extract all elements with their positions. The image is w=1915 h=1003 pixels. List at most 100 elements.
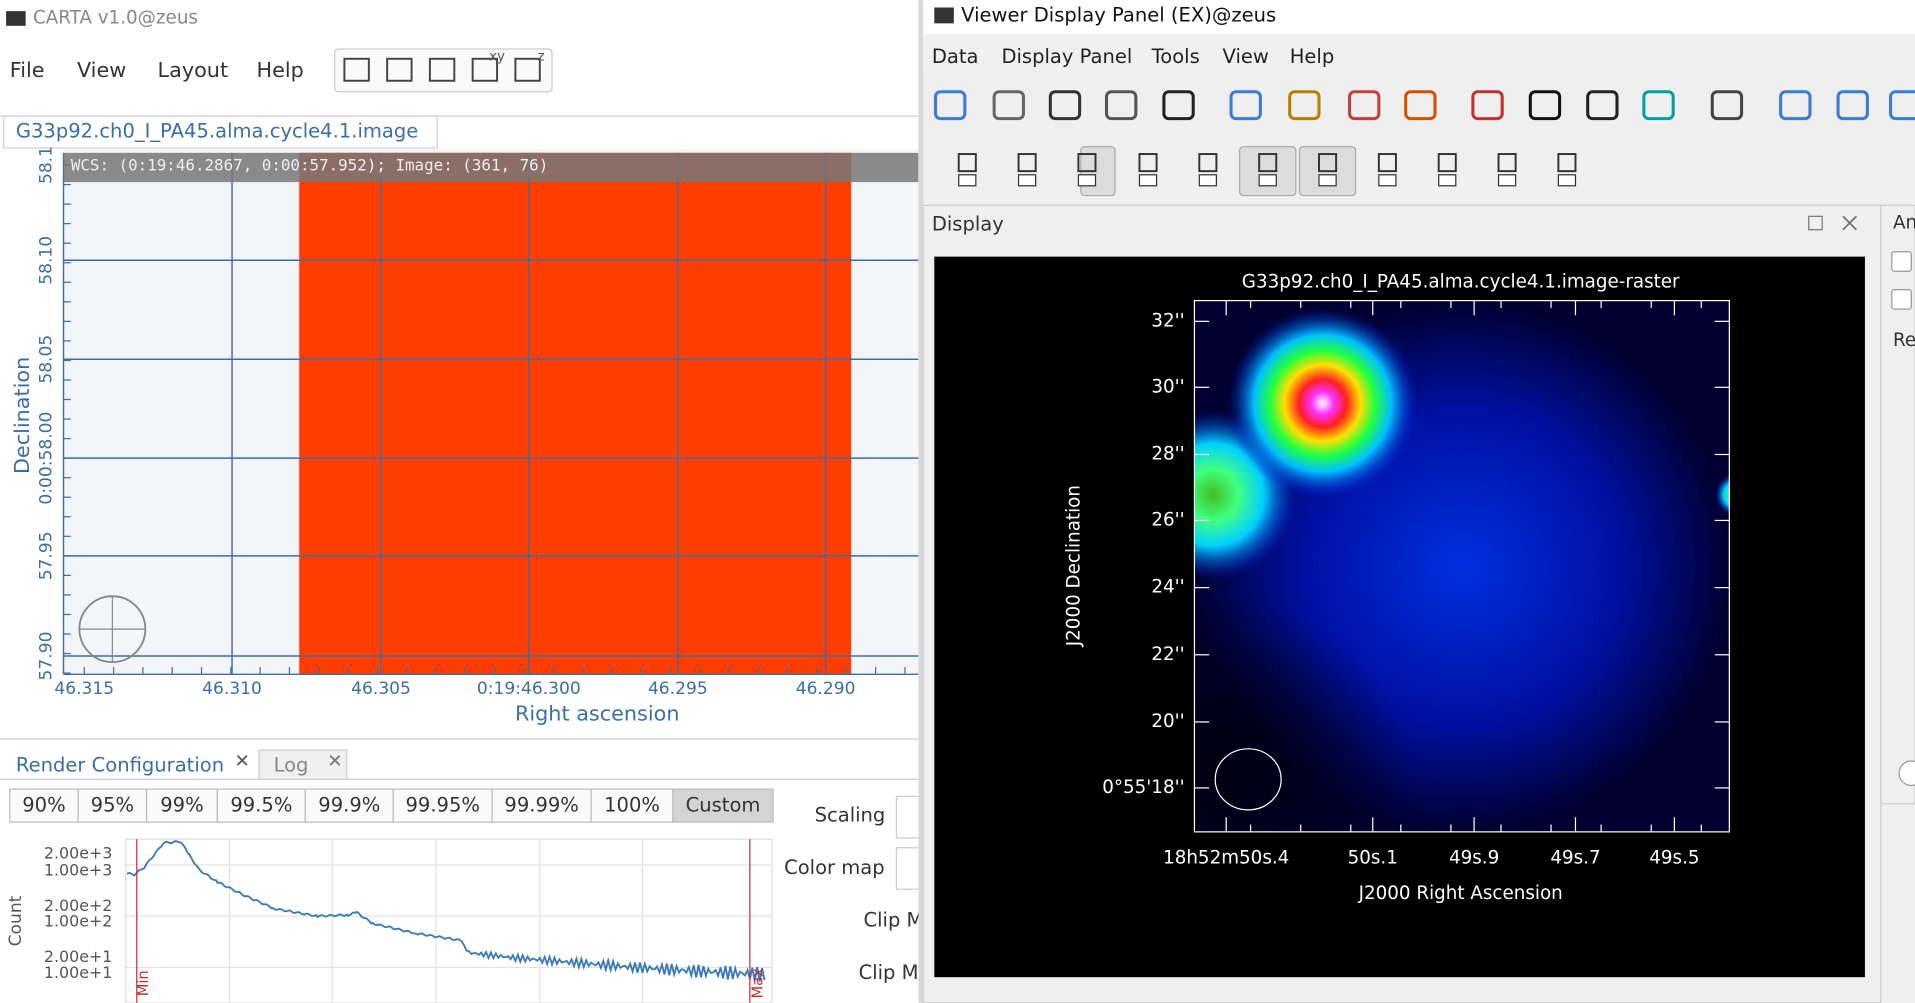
close-button[interactable] — [1842, 215, 1858, 231]
menu-item[interactable]: Help — [1290, 45, 1335, 68]
mouse-button-icon[interactable] — [1138, 174, 1158, 187]
radio[interactable] — [1898, 760, 1915, 787]
tool-icon[interactable] — [386, 57, 413, 82]
mouse-tool-icon[interactable] — [957, 153, 977, 173]
tab-label[interactable]: G33p92.ch0_I_PA45.alma.cycle4.1.image — [16, 120, 418, 143]
button-label[interactable]: 95% — [91, 794, 134, 817]
menu-item[interactable]: View — [77, 58, 126, 82]
percentile-button[interactable] — [590, 788, 674, 823]
tool-icon[interactable] — [1710, 90, 1744, 121]
tool-icon[interactable] — [1104, 90, 1138, 121]
mouse-tool-icon[interactable] — [1377, 153, 1397, 173]
source — [1227, 307, 1418, 499]
mouse-button-icon[interactable] — [1557, 174, 1577, 187]
mouse-tool-icon[interactable] — [1258, 153, 1278, 173]
mouse-button-icon[interactable] — [1497, 174, 1517, 187]
button-label[interactable]: 99.99% — [504, 794, 578, 817]
toolbar — [334, 48, 553, 93]
tool-icon[interactable] — [1162, 90, 1195, 121]
tab[interactable] — [3, 115, 438, 149]
mouse-tool-icon[interactable] — [1497, 153, 1517, 173]
button-label[interactable]: 99.95% — [405, 794, 479, 817]
tool-icon[interactable] — [1889, 90, 1915, 121]
app-icon — [934, 7, 954, 24]
x-tick-label: 46.290 — [796, 679, 856, 699]
tool-icon[interactable] — [343, 57, 370, 82]
menu-item[interactable]: Layout — [158, 58, 229, 82]
checkbox[interactable] — [1891, 251, 1912, 272]
mouse-button-icon[interactable] — [1258, 174, 1277, 187]
tool-icon[interactable] — [1836, 90, 1869, 121]
y-tick-label: 32'' — [1151, 310, 1184, 331]
tab-label[interactable]: Render Configuration — [16, 753, 224, 776]
percentile-button[interactable] — [77, 788, 148, 823]
menu-item[interactable]: Display Panel — [1001, 45, 1132, 68]
tab-close[interactable]: ✕ — [234, 751, 249, 772]
percentile-button[interactable] — [672, 788, 774, 823]
y-tick-label: 1.00e+1 — [44, 963, 112, 982]
tool-icon[interactable] — [1586, 90, 1619, 121]
menu-item[interactable]: Data — [932, 45, 979, 68]
mouse-tool-icon[interactable] — [1077, 153, 1097, 173]
mouse-tool-icon[interactable] — [1138, 153, 1158, 173]
mouse-button-icon[interactable] — [1318, 174, 1337, 187]
tool-icon[interactable] — [1404, 90, 1437, 121]
menu-item[interactable]: File — [10, 58, 45, 82]
mouse-tool-icon[interactable] — [1318, 153, 1338, 173]
menu-item[interactable]: Tools — [1151, 45, 1200, 68]
y-tick-label: 58.1 — [36, 146, 56, 184]
percentile-button[interactable] — [304, 788, 394, 823]
tool-icon[interactable] — [992, 90, 1025, 121]
mouse-button-icon[interactable] — [958, 174, 977, 187]
button-label[interactable]: 99.5% — [230, 794, 292, 817]
y-tick-label: 57.95 — [36, 531, 56, 580]
menu-item[interactable]: View — [1223, 45, 1269, 68]
x-axis-title: Right ascension — [515, 702, 680, 726]
menu-item[interactable]: Help — [256, 58, 303, 82]
button-label[interactable]: 99.9% — [318, 794, 380, 817]
tool-icon[interactable] — [1288, 90, 1321, 121]
tool-icon[interactable] — [1471, 90, 1504, 121]
tab-close[interactable]: ✕ — [327, 751, 342, 772]
input[interactable] — [895, 795, 933, 839]
tool-icon[interactable] — [1348, 90, 1381, 121]
tab[interactable] — [258, 749, 348, 780]
tool-icon[interactable] — [1048, 90, 1082, 121]
checkbox[interactable] — [1891, 288, 1912, 310]
mouse-button-icon[interactable] — [1198, 174, 1218, 187]
button-label[interactable]: 99% — [160, 794, 203, 817]
mouse-tool-icon[interactable] — [1437, 153, 1457, 173]
tool-icon[interactable] — [428, 57, 456, 82]
mouse-button-icon[interactable] — [1077, 174, 1097, 187]
percentile-button[interactable] — [491, 788, 592, 823]
mouse-tool-icon[interactable] — [1557, 153, 1577, 173]
icon-label: xy — [489, 49, 505, 64]
input[interactable] — [895, 847, 933, 890]
tool-icon[interactable] — [514, 57, 541, 82]
tab-label[interactable]: Log — [274, 753, 309, 776]
percentile-button[interactable] — [9, 788, 79, 823]
tool-icon[interactable] — [1229, 90, 1262, 121]
mouse-tool-icon[interactable] — [1198, 153, 1218, 173]
mouse-button-icon[interactable] — [1378, 174, 1397, 187]
y-tick-label: 22'' — [1151, 644, 1184, 665]
button-label[interactable]: 100% — [604, 794, 660, 817]
tool-icon[interactable] — [471, 57, 499, 82]
mouse-button-icon[interactable] — [1017, 174, 1037, 187]
x-tick-label: 0:19:46.300 — [477, 679, 581, 699]
mouse-tool-icon[interactable] — [1017, 153, 1037, 173]
tool-icon[interactable] — [1779, 90, 1812, 121]
y-tick-label: 57.90 — [36, 632, 56, 681]
tool-icon[interactable] — [1642, 90, 1675, 121]
percentile-button[interactable] — [145, 788, 219, 823]
float-button[interactable] — [1808, 215, 1823, 231]
button-label[interactable]: Custom — [686, 794, 761, 817]
y-tick-label: 26'' — [1151, 509, 1184, 530]
tool-icon[interactable] — [1528, 90, 1562, 121]
button-label[interactable]: 90% — [22, 794, 65, 817]
mouse-button-icon[interactable] — [1438, 174, 1457, 187]
percentile-button[interactable] — [392, 788, 493, 823]
field-label: Color map — [784, 856, 885, 879]
x-tick-label: 46.310 — [202, 679, 262, 699]
tool-icon[interactable] — [933, 90, 967, 121]
